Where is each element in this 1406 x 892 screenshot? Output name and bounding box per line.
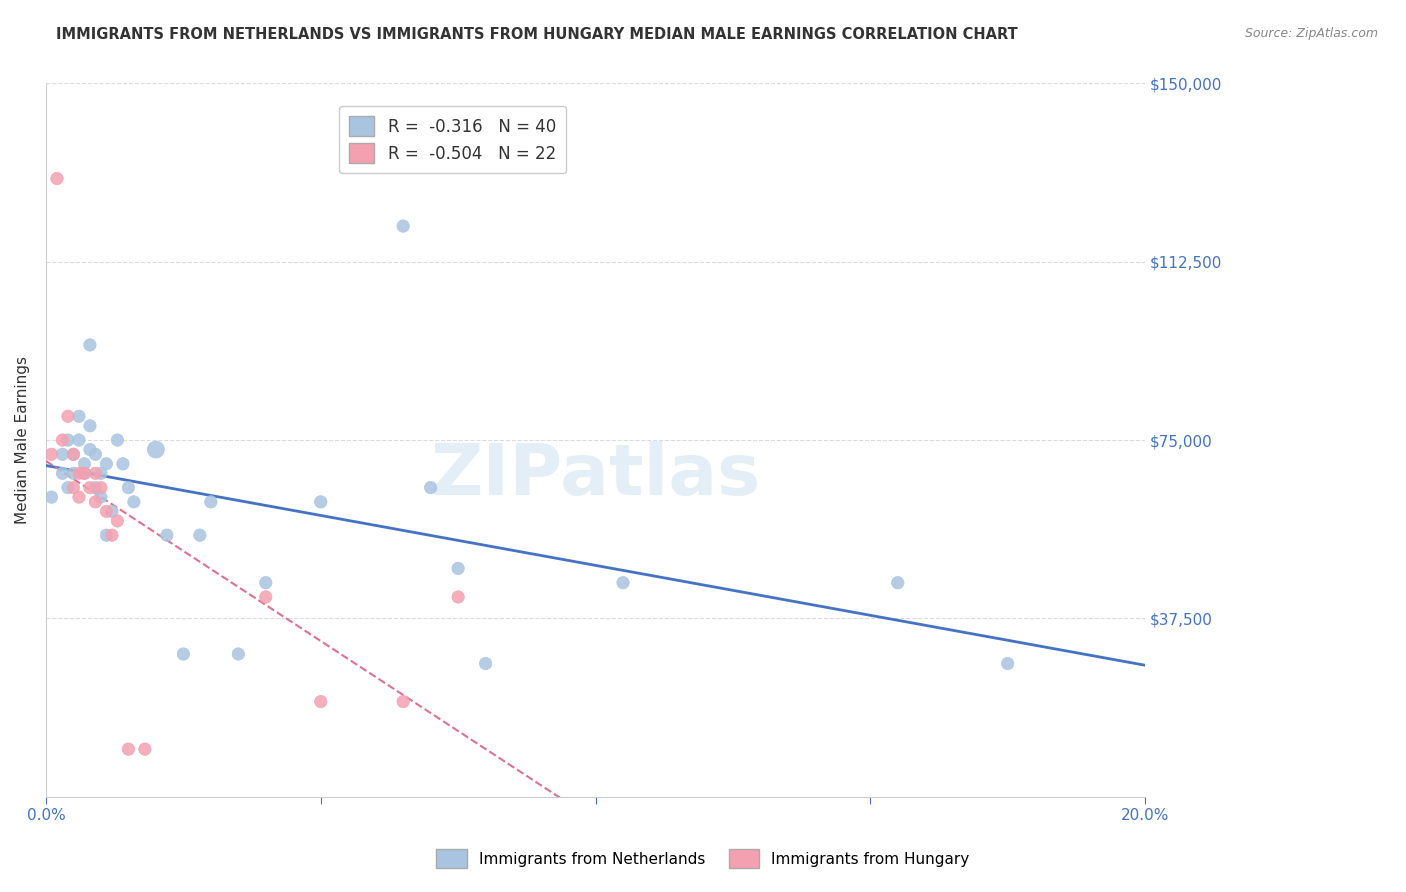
Point [309,695,332,709]
Point [96,528,118,542]
Point [107,433,129,447]
Point [134,742,156,756]
Point [172,647,194,661]
Point [56,409,79,424]
Point [62,447,84,461]
Y-axis label: Median Male Earnings: Median Male Earnings [15,356,30,524]
Point [90,467,112,481]
Point [474,657,496,671]
Point [51,447,73,461]
Point [997,657,1019,671]
Point [447,561,470,575]
Point [96,504,118,518]
Point [101,528,124,542]
Point [90,490,112,504]
Point [254,575,277,590]
Point [62,467,84,481]
Point [188,528,211,542]
Point [56,481,79,495]
Point [117,481,139,495]
Point [62,447,84,461]
Point [73,457,96,471]
Point [46,171,69,186]
Point [96,457,118,471]
Text: IMMIGRANTS FROM NETHERLANDS VS IMMIGRANTS FROM HUNGARY MEDIAN MALE EARNINGS CORR: IMMIGRANTS FROM NETHERLANDS VS IMMIGRANT… [56,27,1018,42]
Text: ZIPatlas: ZIPatlas [430,442,761,510]
Point [41,490,63,504]
Point [73,467,96,481]
Point [309,495,332,509]
Point [73,467,96,481]
Point [67,409,90,424]
Point [145,442,167,457]
Point [84,481,107,495]
Point [117,742,139,756]
Point [612,575,634,590]
Point [419,481,441,495]
Point [67,467,90,481]
Legend: R =  -0.316   N = 40, R =  -0.504   N = 22: R = -0.316 N = 40, R = -0.504 N = 22 [339,106,567,173]
Text: Source: ZipAtlas.com: Source: ZipAtlas.com [1244,27,1378,40]
Point [101,504,124,518]
Point [111,457,134,471]
Point [79,481,101,495]
Point [122,495,145,509]
Point [84,495,107,509]
Point [79,338,101,352]
Point [67,490,90,504]
Point [392,695,415,709]
Point [79,418,101,433]
Point [226,647,249,661]
Point [200,495,222,509]
Point [90,481,112,495]
Point [392,219,415,233]
Point [107,514,129,528]
Point [67,433,90,447]
Point [84,447,107,461]
Point [887,575,910,590]
Point [447,590,470,604]
Legend: Immigrants from Netherlands, Immigrants from Hungary: Immigrants from Netherlands, Immigrants … [429,841,977,875]
Point [56,433,79,447]
Point [62,481,84,495]
Point [84,467,107,481]
Point [51,433,73,447]
Point [51,467,73,481]
Point [41,447,63,461]
Point [254,590,277,604]
Point [79,442,101,457]
Point [156,528,179,542]
